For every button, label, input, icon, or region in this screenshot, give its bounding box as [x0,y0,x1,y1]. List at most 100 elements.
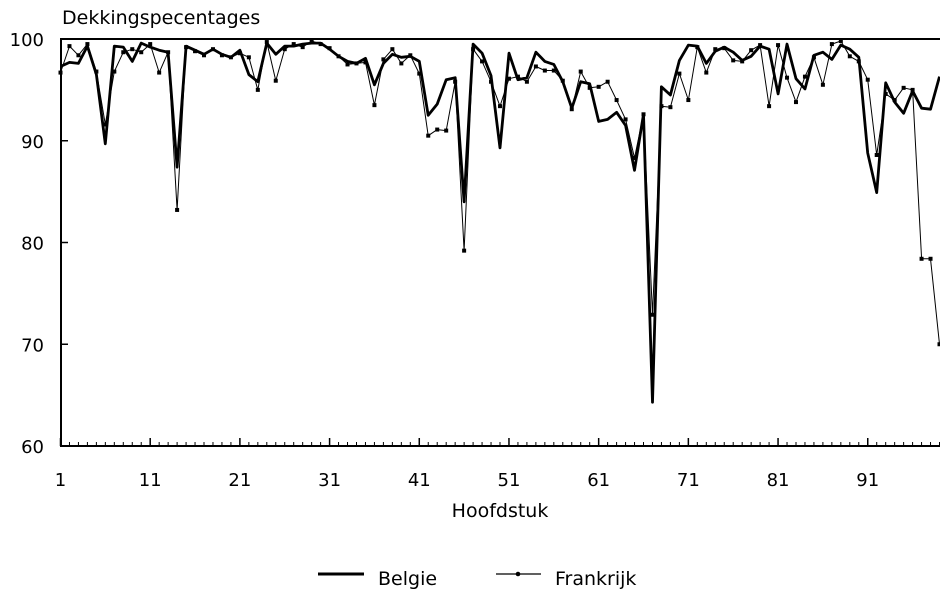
data-point-frankrijk [112,69,117,74]
data-point-frankrijk [785,75,790,80]
data-point-frankrijk [605,79,610,84]
data-point-frankrijk [722,46,727,51]
data-point-frankrijk [560,78,565,83]
data-point-frankrijk [865,77,870,82]
data-point-frankrijk [767,104,772,109]
data-point-frankrijk [318,42,323,47]
data-point-frankrijk [910,87,915,92]
legend: Belgie Frankrijk [318,568,636,590]
data-point-frankrijk [246,55,251,60]
data-point-frankrijk [58,70,63,75]
data-point-frankrijk [901,85,906,90]
y-tick-label: 60 [21,437,44,458]
data-point-frankrijk [802,74,807,79]
data-point-frankrijk [471,47,476,52]
data-point-frankrijk [515,74,520,79]
data-point-frankrijk [67,44,72,49]
data-point-frankrijk [498,104,502,109]
x-tick-label: 81 [767,470,790,491]
data-point-frankrijk [695,45,700,50]
data-point-frankrijk [489,79,494,84]
data-point-frankrijk [264,40,269,45]
data-point-frankrijk [94,69,99,74]
data-point-frankrijk [408,53,413,58]
x-tick-label: 61 [587,470,610,491]
data-point-frankrijk [184,45,189,50]
x-tick-label: 11 [139,470,162,491]
legend-label-belgie: Belgie [378,568,437,590]
data-point-frankrijk [533,64,538,69]
data-point-frankrijk [506,76,511,81]
data-point-frankrijk [596,84,601,89]
data-point-frankrijk [76,53,81,58]
data-point-frankrijk [641,112,646,117]
x-tick-label: 1 [55,470,66,491]
data-point-frankrijk [614,98,619,103]
y-tick-label: 100 [10,30,44,51]
data-point-frankrijk [139,50,144,55]
y-tick-label: 70 [21,335,44,356]
y-tick-label: 90 [21,132,44,153]
data-point-frankrijk [228,55,233,60]
data-point-frankrijk [381,57,386,62]
data-point-frankrijk [632,156,637,161]
data-point-frankrijk [811,55,816,60]
data-point-frankrijk [578,69,583,74]
data-point-frankrijk [309,39,314,44]
x-axis-title: Hoofdstuk [452,500,549,522]
x-tick-label: 71 [677,470,700,491]
x-tick-label: 21 [228,470,251,491]
data-point-frankrijk [210,47,215,52]
data-point-frankrijk [883,91,888,96]
data-point-frankrijk [372,103,377,108]
data-point-frankrijk [919,256,924,261]
series-line-frankrijk [60,40,940,345]
data-point-frankrijk [219,53,224,58]
data-point-frankrijk [453,79,458,84]
data-point-frankrijk [704,70,709,75]
x-axis: 1 11 21 31 41 51 61 71 81 91 [55,438,940,491]
data-point-frankrijk [237,51,242,56]
data-point-frankrijk [462,248,467,253]
data-point-frankrijk [336,54,341,59]
y-tick-label: 80 [21,234,44,255]
data-point-frankrijk [255,87,260,92]
data-point-frankrijk [157,70,162,75]
data-point-frankrijk [354,61,359,66]
data-point-frankrijk [399,61,404,66]
data-point-frankrijk [363,60,368,65]
data-point-frankrijk [524,79,529,84]
data-point-frankrijk [793,100,798,105]
data-point-frankrijk [659,104,664,109]
data-point-frankrijk [426,133,431,138]
y-axis: 60 70 80 90 100 [10,30,68,458]
data-point-frankrijk [300,45,305,50]
data-point-frankrijk [820,82,825,87]
data-point-frankrijk [202,53,207,58]
data-point-frankrijk [85,42,90,47]
data-point-frankrijk [480,59,485,64]
data-point-frankrijk [103,122,108,127]
data-point-frankrijk [713,47,718,52]
data-point-frankrijk [390,47,395,52]
data-point-frankrijk [937,342,940,347]
data-point-frankrijk [686,98,691,103]
data-point-frankrijk [435,127,440,132]
data-point-frankrijk [282,47,287,52]
data-point-frankrijk [776,43,781,48]
x-tick-label: 41 [408,470,431,491]
data-point-frankrijk [121,50,126,55]
data-point-frankrijk [193,49,198,54]
data-point-frankrijk [856,59,861,64]
data-point-frankrijk [345,62,350,67]
data-point-frankrijk [749,48,754,53]
data-point-frankrijk [829,42,834,47]
data-point-frankrijk [569,107,574,112]
data-point-frankrijk [166,50,171,55]
legend-item-belgie: Belgie [318,568,437,590]
data-point-frankrijk [327,46,332,51]
data-point-frankrijk [740,59,745,64]
x-tick-label: 31 [318,470,341,491]
data-point-frankrijk [758,43,763,48]
